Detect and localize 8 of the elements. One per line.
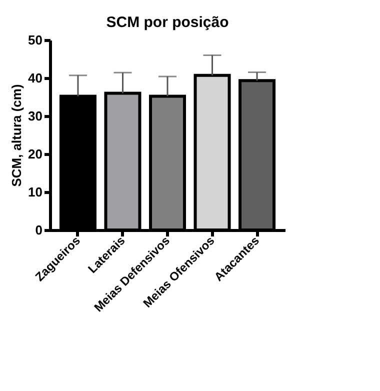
y-tick-label: 10 xyxy=(28,184,42,200)
y-tick-label: 40 xyxy=(28,70,42,86)
y-tick-label: 0 xyxy=(35,222,42,238)
y-tick-label: 50 xyxy=(28,32,42,48)
y-tick-label: 20 xyxy=(28,146,42,162)
y-tick-label: 30 xyxy=(28,108,42,124)
chart-title: SCM por posição xyxy=(106,14,229,31)
y-axis-title: SCM, altura (cm) xyxy=(9,84,24,187)
